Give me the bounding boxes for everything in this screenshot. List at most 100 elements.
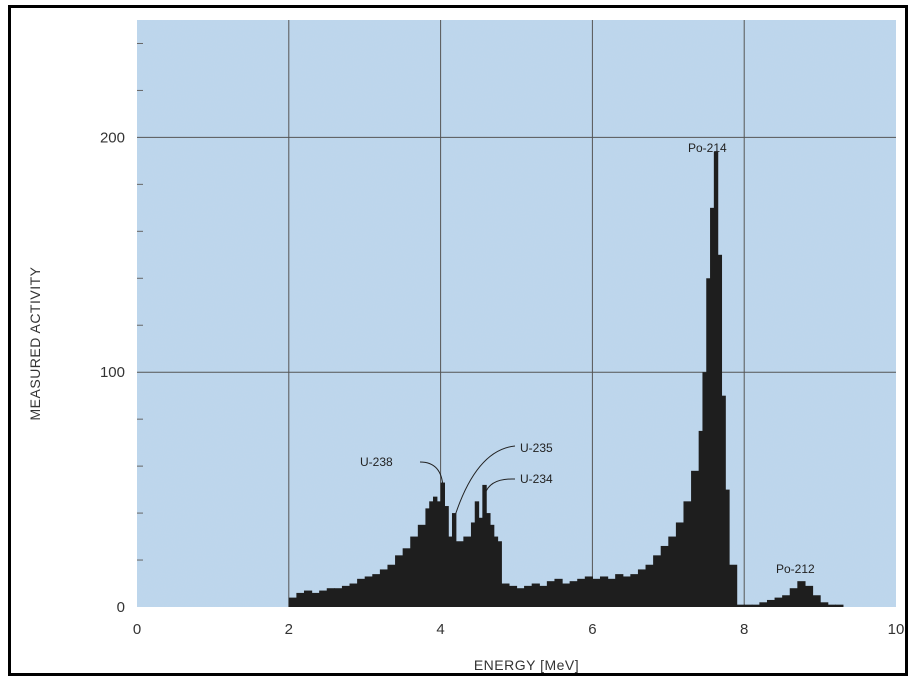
- bar: [387, 564, 396, 607]
- bar: [539, 585, 548, 607]
- y-tick-label: 0: [117, 599, 125, 616]
- bar: [683, 501, 692, 607]
- bar: [319, 590, 328, 607]
- bar: [516, 588, 525, 607]
- x-tick-labels: 0 2 4 6 8 10: [133, 621, 905, 638]
- bar: [451, 513, 457, 607]
- annotations: U-238 U-235 U-234 Po-214 Po-212: [360, 141, 815, 576]
- bar: [463, 536, 472, 607]
- bar: [349, 583, 358, 607]
- bar: [569, 581, 578, 607]
- bar: [554, 578, 563, 607]
- annotation-po-212: Po-212: [776, 562, 815, 576]
- bar: [789, 588, 798, 607]
- x-tick-label: 8: [740, 621, 748, 638]
- x-tick-label: 2: [285, 621, 293, 638]
- bar: [402, 548, 411, 607]
- bar: [812, 595, 821, 607]
- bar: [493, 536, 499, 607]
- bar: [706, 278, 711, 607]
- bar: [660, 545, 669, 607]
- bar: [835, 604, 844, 607]
- bar: [524, 585, 533, 607]
- bar: [482, 484, 487, 607]
- leader-u-235: [452, 445, 516, 523]
- plot-texture: [137, 20, 896, 607]
- bar: [341, 585, 351, 607]
- bar: [751, 604, 760, 607]
- bar: [717, 254, 723, 608]
- bar: [710, 207, 715, 607]
- bar: [774, 597, 783, 607]
- bar: [804, 585, 814, 607]
- bar: [698, 430, 704, 607]
- annotation-po-214: Po-214: [688, 141, 727, 155]
- bar: [725, 489, 730, 607]
- bar: [296, 592, 305, 607]
- bar: [766, 599, 776, 607]
- bar: [729, 564, 738, 607]
- y-tick-labels: 0 100 200: [100, 129, 125, 616]
- bar: [395, 555, 404, 607]
- bar: [622, 576, 631, 607]
- bar: [607, 578, 616, 607]
- bar-series: [288, 151, 844, 608]
- bar: [497, 541, 502, 607]
- bar: [615, 574, 624, 607]
- bar: [797, 581, 806, 607]
- bar: [508, 585, 518, 607]
- bar: [531, 583, 540, 607]
- x-tick-label: 10: [888, 621, 905, 638]
- bar: [470, 522, 476, 607]
- bar: [433, 496, 438, 607]
- bar: [436, 501, 442, 607]
- x-axis-label: ENERGY [MeV]: [474, 657, 579, 673]
- annotation-u-238: U-238: [360, 455, 393, 469]
- annotation-u-234: U-234: [520, 472, 553, 486]
- bar: [820, 602, 829, 607]
- bar: [501, 583, 510, 607]
- y-axis-label: MEASURED ACTIVITY: [27, 266, 43, 420]
- bar: [599, 576, 609, 607]
- bar: [410, 536, 419, 607]
- bar: [489, 524, 495, 607]
- bar: [637, 569, 647, 607]
- bar: [592, 578, 601, 607]
- bar: [736, 604, 745, 607]
- bar: [675, 522, 685, 607]
- leader-u-234: [484, 478, 516, 495]
- leader-u-238: [419, 461, 444, 489]
- bar: [417, 524, 427, 607]
- bar: [630, 574, 639, 607]
- bar: [577, 578, 586, 607]
- bar: [326, 588, 335, 607]
- bar: [486, 513, 491, 607]
- annotation-leaders: [419, 445, 516, 523]
- bar: [288, 597, 297, 607]
- bar: [691, 470, 700, 607]
- bar: [334, 588, 343, 607]
- bar: [668, 536, 677, 607]
- bar: [311, 592, 320, 607]
- bar: [584, 576, 593, 607]
- bar: [372, 574, 381, 607]
- grid-lines: [137, 20, 896, 607]
- bar: [653, 555, 662, 607]
- minor-ticks: [137, 42, 143, 561]
- bar: [425, 508, 430, 607]
- bar: [303, 590, 313, 607]
- bar: [702, 372, 707, 607]
- x-tick-label: 0: [133, 621, 141, 638]
- bar: [478, 517, 483, 607]
- bar: [455, 541, 464, 607]
- bar: [645, 564, 654, 607]
- bar: [759, 602, 768, 607]
- bar: [440, 482, 445, 607]
- bar: [357, 578, 366, 607]
- bar: [444, 506, 449, 607]
- bar: [713, 151, 719, 607]
- bar: [721, 395, 726, 607]
- bar: [448, 536, 453, 607]
- bar: [379, 569, 389, 607]
